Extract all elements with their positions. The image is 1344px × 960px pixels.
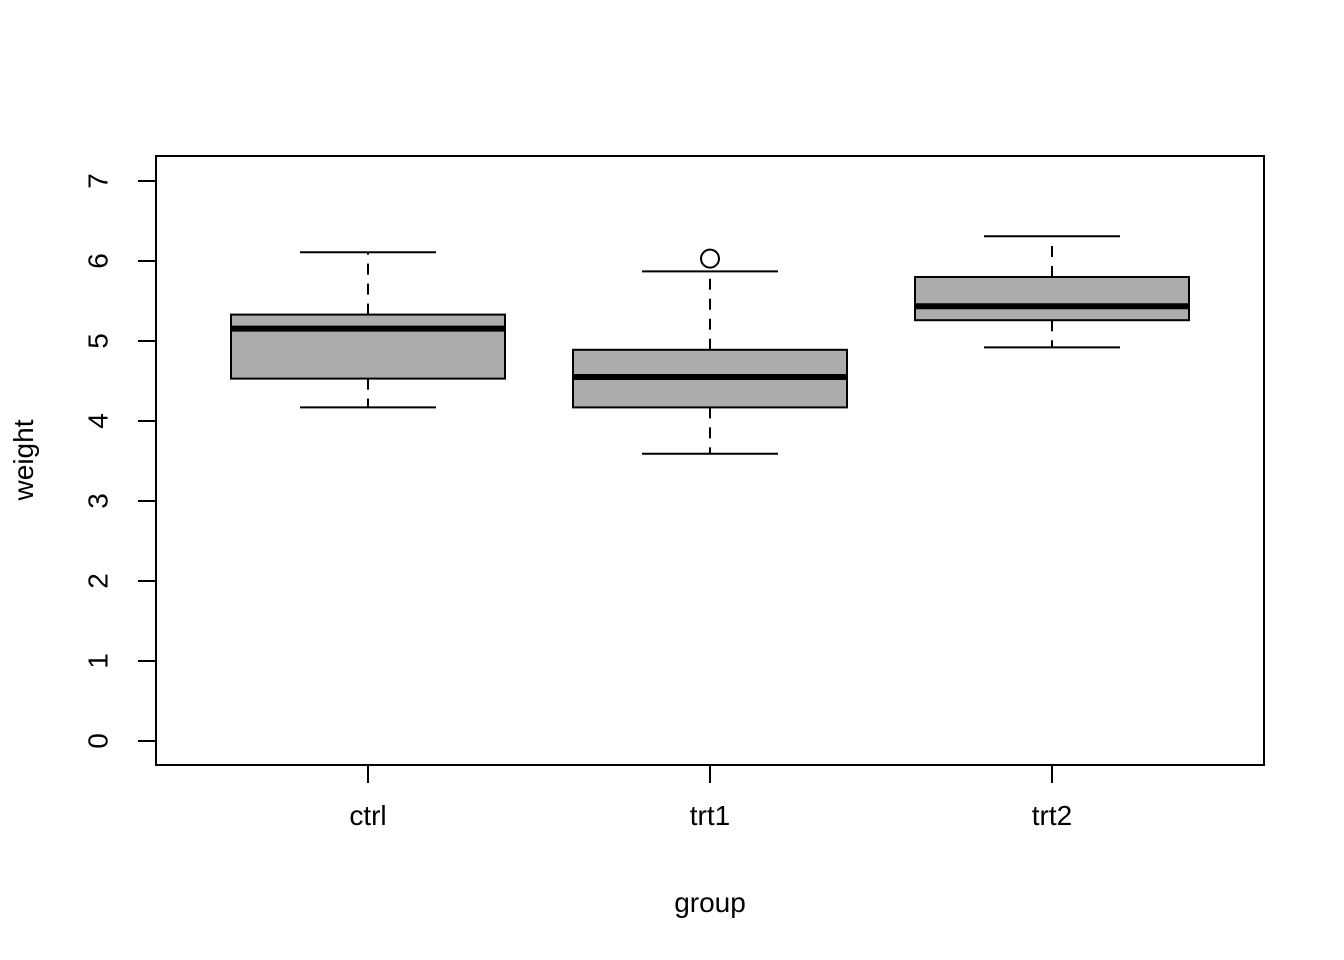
y-axis-tick-label: 7 <box>83 173 114 189</box>
y-axis-tick-label: 4 <box>83 413 114 429</box>
y-axis-title: weight <box>8 419 39 501</box>
outlier-point-trt1 <box>700 248 720 269</box>
y-axis-tick-label: 1 <box>83 653 114 669</box>
box-ctrl <box>230 313 506 380</box>
y-axis-tick-label: 0 <box>83 733 114 749</box>
x-axis-tick-label: ctrl <box>349 800 386 831</box>
y-axis-tick-label: 5 <box>83 333 114 349</box>
plot-border <box>155 155 1265 766</box>
x-axis-tick-label: trt1 <box>690 800 730 831</box>
x-axis-title: group <box>674 887 746 918</box>
y-axis-tick-label: 3 <box>83 493 114 509</box>
x-axis-tick-label: trt2 <box>1032 800 1072 831</box>
box-trt2 <box>914 276 1190 322</box>
y-axis-tick-label: 6 <box>83 253 114 269</box>
y-axis-tick-label: 2 <box>83 573 114 589</box>
